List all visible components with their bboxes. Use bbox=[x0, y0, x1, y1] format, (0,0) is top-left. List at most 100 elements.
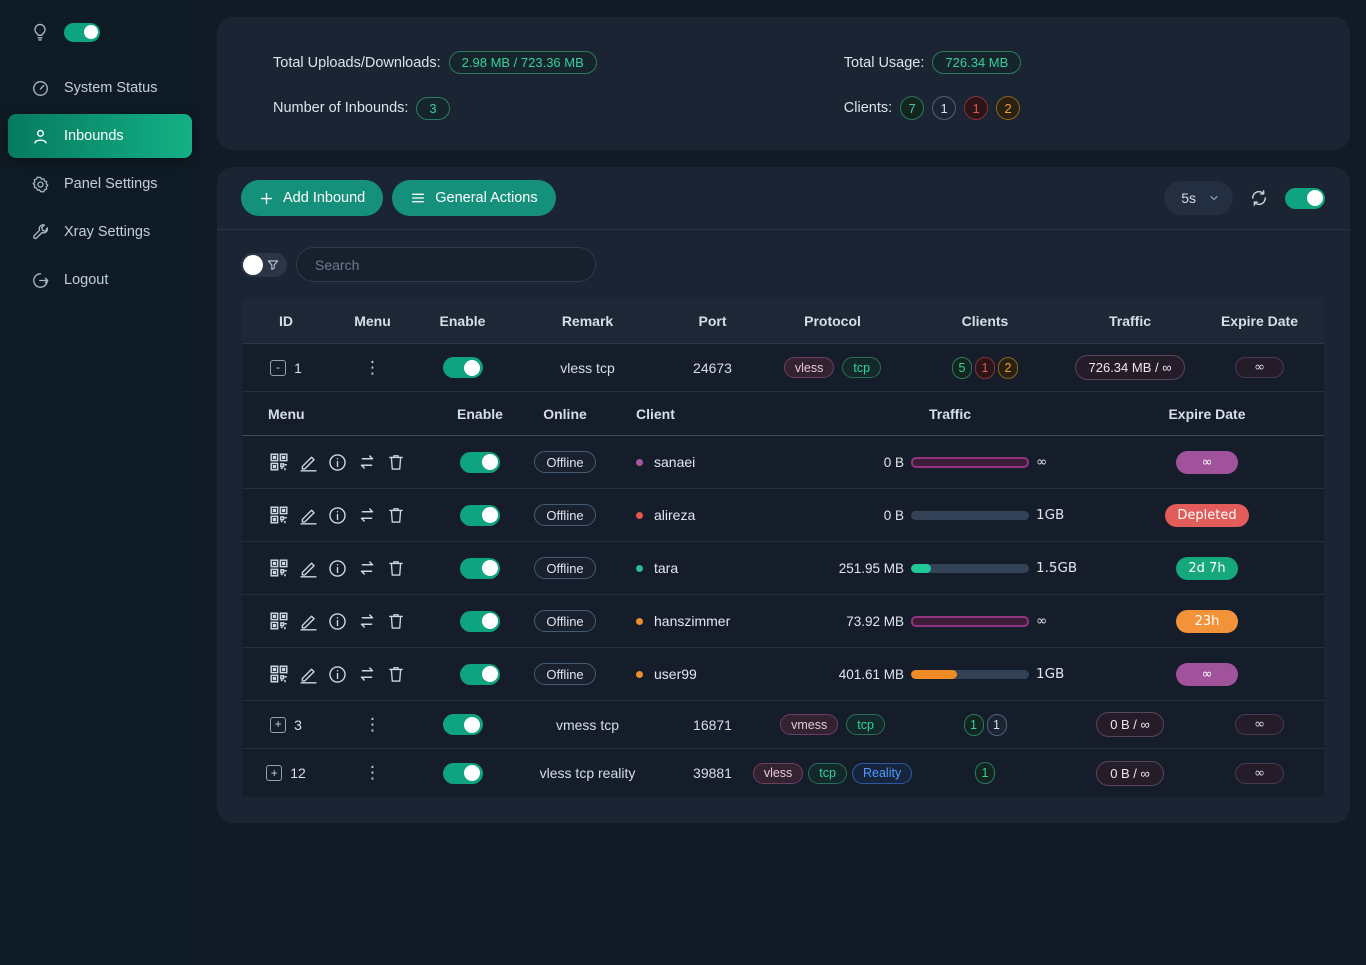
general-actions-button[interactable]: General Actions bbox=[392, 180, 556, 216]
filter-toggle[interactable] bbox=[241, 252, 287, 277]
qr-code-icon[interactable] bbox=[268, 663, 290, 685]
toggle-knob bbox=[481, 613, 498, 629]
reset-traffic-icon[interactable] bbox=[356, 663, 378, 685]
sidebar-item-xray-settings[interactable]: Xray Settings bbox=[8, 210, 192, 254]
sidebar-nav: System Status Inbounds Panel Settings Xr… bbox=[0, 66, 200, 302]
traffic-total: ∞ bbox=[1036, 454, 1048, 470]
info-icon[interactable] bbox=[327, 452, 348, 473]
protocol-cell: vless tcp Reality bbox=[752, 762, 913, 784]
info-icon[interactable] bbox=[327, 664, 348, 685]
clients-cell: 5 1 2 bbox=[905, 356, 1065, 379]
client-row-user99: Offline user99 401.61 MB 1GB ∞ bbox=[242, 648, 1324, 701]
expand-button[interactable]: + bbox=[270, 716, 287, 733]
edit-icon[interactable] bbox=[298, 664, 319, 685]
delete-icon[interactable] bbox=[386, 452, 406, 472]
edit-icon[interactable] bbox=[298, 452, 319, 473]
info-icon[interactable] bbox=[327, 505, 348, 526]
remark-cell: vless tcp bbox=[560, 359, 615, 376]
traffic-used: 251.95 MB bbox=[838, 560, 904, 576]
client-color-dot bbox=[636, 564, 643, 572]
client-expire-badge: ∞ bbox=[1176, 662, 1238, 686]
traffic-bar bbox=[911, 456, 1029, 468]
stat-value-badge: 726.34 MB bbox=[932, 51, 1022, 74]
sidebar-item-panel-settings[interactable]: Panel Settings bbox=[8, 162, 192, 206]
inbound-enable-toggle[interactable] bbox=[442, 357, 483, 378]
client-enable-toggle[interactable] bbox=[460, 451, 500, 473]
client-enable-toggle[interactable] bbox=[460, 610, 500, 632]
client-expire-badge: 23h bbox=[1176, 609, 1238, 633]
expire-badge: ∞ bbox=[1235, 762, 1284, 784]
sidebar-item-label: System Status bbox=[64, 80, 158, 96]
kebab-menu-icon[interactable]: ⋮ bbox=[364, 357, 381, 378]
stat-value-badge: 3 bbox=[416, 96, 450, 120]
delete-icon[interactable] bbox=[386, 664, 406, 684]
expand-button[interactable]: + bbox=[266, 765, 283, 781]
sidebar-item-logout[interactable]: Logout bbox=[8, 258, 192, 302]
kebab-menu-icon[interactable]: ⋮ bbox=[364, 714, 381, 735]
client-actions bbox=[268, 663, 406, 685]
reset-traffic-icon[interactable] bbox=[356, 451, 378, 473]
sidebar-item-system-status[interactable]: System Status bbox=[8, 66, 192, 110]
edit-icon[interactable] bbox=[298, 505, 319, 526]
delete-icon[interactable] bbox=[386, 558, 406, 578]
toggle-knob bbox=[481, 507, 498, 523]
online-status-badge: Offline bbox=[534, 663, 596, 685]
refresh-icon[interactable] bbox=[1249, 188, 1269, 208]
reset-traffic-icon[interactable] bbox=[356, 504, 378, 526]
qr-code-icon[interactable] bbox=[268, 557, 290, 579]
edit-icon[interactable] bbox=[298, 611, 319, 632]
info-icon[interactable] bbox=[327, 558, 348, 579]
reset-traffic-icon[interactable] bbox=[356, 610, 378, 632]
reset-traffic-icon[interactable] bbox=[356, 557, 378, 579]
stat-total-usage: Total Usage: 726.34 MB bbox=[844, 51, 1350, 74]
stats-card: Total Uploads/Downloads: 2.98 MB / 723.3… bbox=[217, 17, 1350, 150]
client-color-dot bbox=[636, 670, 643, 678]
theme-toggle[interactable] bbox=[64, 22, 100, 42]
clients-deactive-badge: 1 bbox=[932, 96, 957, 120]
traffic-badge: 0 B / ∞ bbox=[1096, 760, 1164, 786]
traffic-used: 73.92 MB bbox=[846, 613, 904, 629]
inbound-row-3: + 3 ⋮ vmess tcp 16871 vmess tcp 1 1 bbox=[242, 701, 1324, 749]
traffic-total: ∞ bbox=[1036, 613, 1048, 629]
sidebar-item-inbounds[interactable]: Inbounds bbox=[8, 114, 192, 158]
client-enable-toggle[interactable] bbox=[460, 557, 500, 579]
client-enable-toggle[interactable] bbox=[460, 504, 500, 526]
port-cell: 16871 bbox=[693, 716, 732, 733]
delete-icon[interactable] bbox=[386, 505, 406, 525]
inbound-enable-toggle[interactable] bbox=[442, 714, 483, 735]
toggle-knob bbox=[243, 254, 263, 275]
transport-badge: tcp bbox=[808, 762, 847, 784]
kebab-menu-icon[interactable]: ⋮ bbox=[364, 763, 381, 783]
delete-icon[interactable] bbox=[386, 611, 406, 631]
client-row-alireza: Offline alireza 0 B 1GB Depleted bbox=[242, 489, 1324, 542]
traffic-used: 0 B bbox=[883, 454, 904, 470]
sidebar-item-label: Panel Settings bbox=[64, 176, 158, 192]
header-menu: Menu bbox=[354, 312, 391, 329]
info-icon[interactable] bbox=[327, 611, 348, 632]
stat-label: Number of Inbounds: bbox=[273, 100, 409, 116]
qr-code-icon[interactable] bbox=[268, 610, 290, 632]
refresh-interval-select[interactable]: 5s bbox=[1164, 181, 1233, 215]
client-traffic: 251.95 MB 1.5GB bbox=[810, 560, 1090, 576]
sidebar-theme-row bbox=[0, 18, 200, 64]
auto-refresh-toggle[interactable] bbox=[1285, 187, 1325, 209]
add-inbound-button[interactable]: Add Inbound bbox=[241, 180, 384, 216]
inbound-enable-toggle[interactable] bbox=[442, 762, 483, 784]
toolbar-left: Add Inbound General Actions bbox=[241, 180, 556, 216]
qr-code-icon[interactable] bbox=[268, 451, 290, 473]
client-enable-toggle[interactable] bbox=[460, 663, 500, 685]
online-status-badge: Offline bbox=[534, 610, 596, 632]
sidebar-item-label: Xray Settings bbox=[64, 224, 151, 240]
transport-badge: tcp bbox=[842, 357, 882, 378]
edit-icon[interactable] bbox=[298, 558, 319, 579]
qr-code-icon[interactable] bbox=[268, 504, 290, 526]
traffic-bar bbox=[911, 615, 1029, 627]
search-input[interactable] bbox=[296, 247, 596, 282]
client-header-expire: Expire Date bbox=[1168, 405, 1246, 422]
collapse-button[interactable]: - bbox=[270, 359, 287, 376]
client-traffic: 0 B ∞ bbox=[810, 454, 1090, 470]
toolbar-right: 5s bbox=[1164, 181, 1325, 215]
port-cell: 39881 bbox=[693, 765, 732, 781]
traffic-total: 1GB bbox=[1036, 666, 1065, 682]
